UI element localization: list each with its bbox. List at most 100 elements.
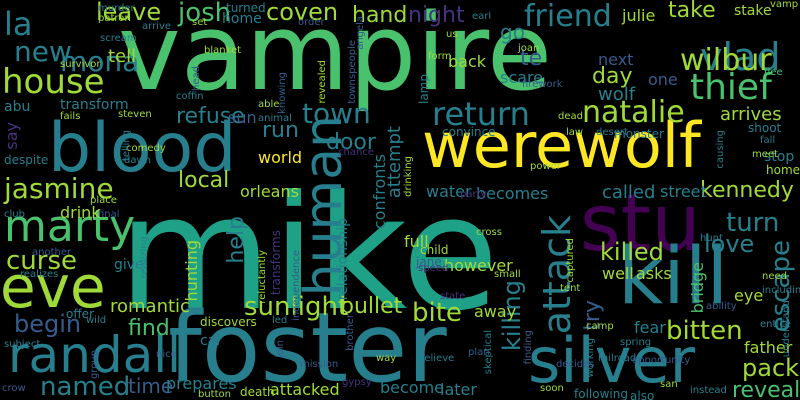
word-railroad: railroad bbox=[598, 353, 637, 364]
word-patron: patron bbox=[98, 13, 131, 24]
word-fear: fear bbox=[634, 318, 666, 337]
word-however: however bbox=[444, 256, 513, 275]
word-turned: turned bbox=[226, 1, 266, 15]
word-san: san bbox=[660, 379, 678, 390]
word-attacked: attacked bbox=[270, 380, 340, 399]
word-believe: believe bbox=[418, 353, 455, 364]
word-become: become bbox=[380, 378, 445, 397]
word-coffin: coffin bbox=[176, 91, 204, 102]
word-knowing: knowing bbox=[277, 72, 288, 114]
word-firework: firework bbox=[522, 79, 563, 90]
word-run: run bbox=[262, 118, 299, 143]
word-entice: entice bbox=[760, 319, 791, 330]
word-local: local bbox=[178, 168, 230, 193]
word-dawn: dawn bbox=[124, 155, 151, 166]
word-understand: understand bbox=[781, 300, 792, 358]
word-killed: killed bbox=[600, 238, 664, 266]
word-gypsy: gypsy bbox=[342, 377, 372, 388]
word-natalie: natalie bbox=[582, 95, 685, 130]
word-bitten: bitten bbox=[666, 316, 743, 346]
word-becomes: becomes bbox=[476, 184, 549, 203]
word-new: new bbox=[14, 35, 72, 68]
word-camp: camp bbox=[586, 321, 614, 332]
word-foster: foster bbox=[168, 292, 447, 400]
word-prepares: prepares bbox=[166, 374, 237, 393]
word-earl: earl bbox=[472, 11, 492, 22]
word-water: water bbox=[426, 182, 472, 201]
word-order: order bbox=[298, 17, 325, 28]
word-speed: speed bbox=[418, 263, 449, 274]
word-final: final bbox=[98, 209, 120, 220]
word-go: go bbox=[500, 20, 525, 44]
word-later: later bbox=[440, 380, 477, 399]
word-bridge: bridge bbox=[688, 262, 707, 314]
word-form: form bbox=[428, 51, 452, 62]
word-help: help bbox=[224, 216, 249, 264]
word-dead: dead bbox=[558, 111, 583, 122]
word-transform: transform bbox=[60, 97, 129, 113]
word-eve: eve bbox=[0, 253, 106, 321]
word-kennedy: kennedy bbox=[700, 178, 794, 203]
word-animal: animal bbox=[258, 113, 292, 124]
word-following: following bbox=[574, 387, 628, 400]
word-julie: julie bbox=[622, 6, 656, 25]
word-begin: begin bbox=[14, 310, 82, 338]
word-including: including bbox=[762, 285, 800, 296]
word-shoot: shoot bbox=[748, 121, 782, 135]
word-townspeople: townspeople bbox=[347, 40, 358, 104]
word-group: group bbox=[89, 350, 100, 380]
word-hand: hand bbox=[352, 3, 408, 28]
word-despite: despite bbox=[4, 153, 49, 167]
word-small: small bbox=[494, 269, 521, 280]
word-turn: turn bbox=[726, 208, 780, 238]
word-relationship: relationship bbox=[335, 218, 351, 301]
word-blood: blood bbox=[48, 109, 237, 188]
word-drink: drink bbox=[60, 203, 101, 222]
word-wild: wild bbox=[86, 315, 107, 326]
word-law: law bbox=[566, 127, 584, 138]
word-arrive: arrive bbox=[142, 21, 172, 32]
word-cross: cross bbox=[476, 227, 502, 238]
word-head: head bbox=[191, 66, 202, 91]
word-party: party bbox=[460, 189, 487, 200]
word-full: full bbox=[404, 232, 429, 251]
word-opportunity: opportunity bbox=[632, 355, 691, 366]
word-friend: friend bbox=[524, 0, 612, 34]
word-scream: scream bbox=[100, 33, 137, 44]
word-child: child bbox=[420, 243, 449, 257]
word-house: house bbox=[2, 62, 105, 102]
word-confronts: confronts bbox=[370, 154, 389, 230]
word-captured: captured bbox=[565, 238, 576, 283]
word-steven: steven bbox=[118, 109, 152, 120]
word-one: one bbox=[648, 70, 678, 89]
word-refuse: refuse bbox=[176, 104, 245, 129]
word-bite: bite bbox=[412, 298, 462, 328]
word-tent: tent bbox=[560, 283, 581, 294]
word-nice: nice bbox=[156, 349, 177, 360]
word-stop: stop bbox=[764, 149, 795, 165]
word-randall: randall bbox=[8, 326, 182, 384]
word-chance: chance bbox=[338, 147, 374, 158]
word-join: join bbox=[275, 340, 286, 359]
word-finding: finding bbox=[523, 330, 534, 365]
word-marty: marty bbox=[4, 201, 136, 252]
word-father: father bbox=[744, 338, 793, 357]
word-la: la bbox=[4, 5, 33, 43]
word-named: named bbox=[40, 372, 131, 400]
word-ability: ability bbox=[706, 301, 737, 312]
word-scare: scare bbox=[500, 68, 544, 87]
word-arrives: arrives bbox=[720, 104, 782, 125]
word-us: us bbox=[446, 29, 458, 40]
word-instead: instead bbox=[690, 385, 727, 396]
word-mike: mike bbox=[118, 162, 499, 346]
word-plan: plan bbox=[468, 347, 490, 358]
word-romantic: romantic bbox=[110, 296, 190, 317]
word-kill: kill bbox=[618, 232, 729, 322]
word-vampire: vampire bbox=[118, 0, 553, 114]
word-way: way bbox=[376, 353, 397, 364]
word-meet: meet bbox=[752, 149, 778, 160]
word-murder: murder bbox=[98, 3, 135, 14]
word-leave: leave bbox=[96, 0, 162, 26]
word-power: power bbox=[530, 161, 561, 172]
